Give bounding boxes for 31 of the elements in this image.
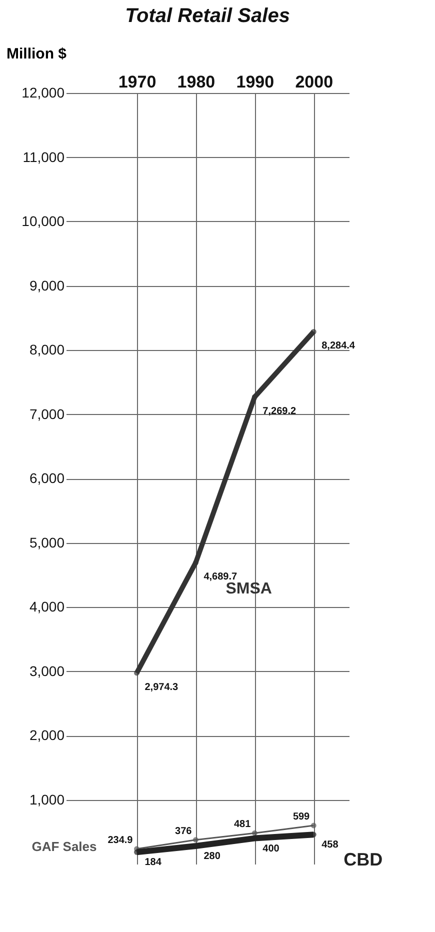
y-axis-title: Million $	[6, 46, 68, 62]
y-tick-label: 2,000	[29, 727, 65, 743]
data-label: 599	[292, 812, 310, 823]
data-label: 280	[204, 851, 221, 862]
data-label: 481	[234, 819, 252, 830]
y-tick-label: 8,000	[29, 342, 65, 358]
y-tick-label: 9,000	[29, 277, 65, 294]
y-tick-label: 6,000	[29, 470, 65, 486]
x-tick-label: 1990	[236, 72, 274, 92]
data-label: 184	[144, 857, 162, 868]
y-tick-label: 10,000	[22, 213, 65, 229]
series-label: CBD	[344, 850, 383, 870]
x-tick-label: 2000	[295, 72, 334, 92]
data-label: 2,974.3	[144, 682, 179, 693]
data-label: 8,284.4	[322, 340, 356, 352]
x-tick-label: 1970	[118, 72, 156, 92]
data-label: 376	[175, 826, 192, 837]
y-tick-label: 11,000	[22, 148, 65, 165]
text: GAF Sales	[32, 838, 97, 854]
y-tick-label: 7,000	[29, 406, 65, 422]
x-tick-label: 1980	[177, 72, 216, 92]
y-tick-label: 12,000	[22, 84, 65, 100]
y-tick-label: 4,000	[29, 598, 65, 614]
data-label: 234.9	[108, 834, 134, 846]
y-tick-label: 1,000	[29, 791, 65, 808]
chart-title: Total Retail Sales	[125, 5, 290, 27]
data-label: 458	[322, 840, 339, 851]
data-label: 400	[262, 843, 280, 854]
y-tick-label: 5,000	[29, 534, 65, 550]
data-label: 4,689.7	[204, 572, 238, 583]
y-tick-label: 3,000	[29, 662, 65, 679]
